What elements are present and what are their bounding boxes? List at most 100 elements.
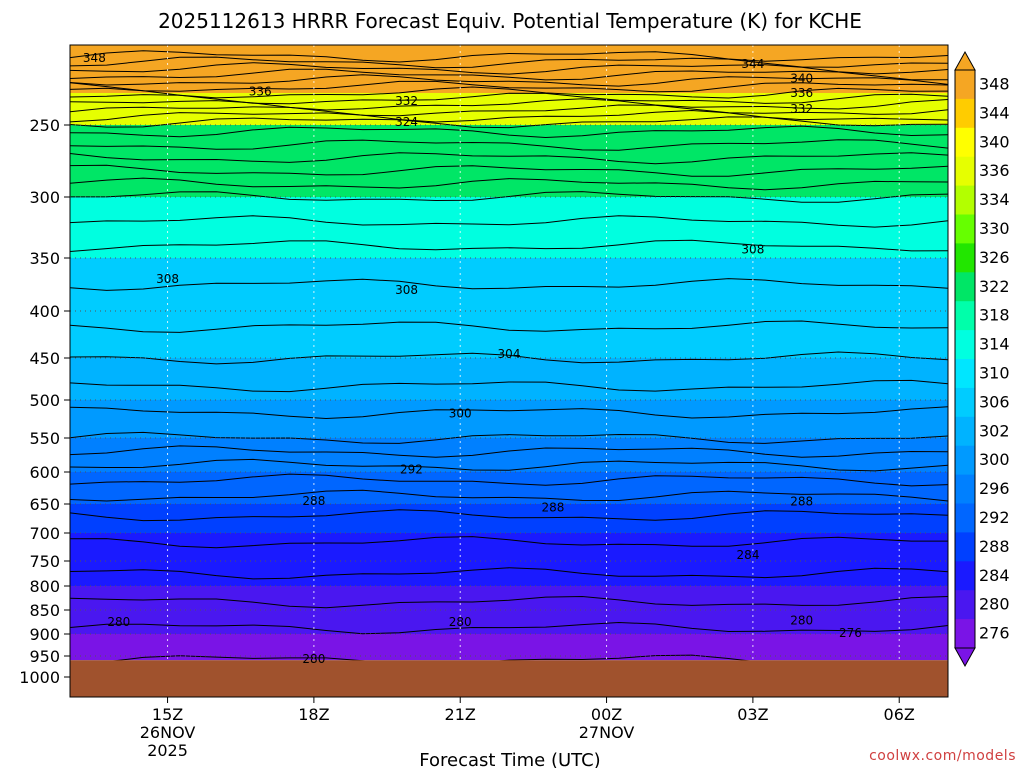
colorbar-segment (955, 445, 975, 476)
pressure-tick-label: 850 (29, 601, 60, 620)
theta-e-color-field (70, 45, 948, 661)
colorbar-label: 284 (979, 566, 1010, 585)
time-tick-label: 00Z (591, 705, 622, 724)
colorbar-segment (955, 301, 975, 331)
contour-line (70, 92, 948, 105)
pressure-tick-label: 950 (29, 647, 60, 666)
contour-label: 276 (839, 626, 862, 640)
contour-line (70, 80, 948, 93)
contour-label: 280 (302, 652, 325, 666)
colorbar-label: 276 (979, 624, 1010, 643)
contour-label: 280 (107, 615, 130, 629)
contour-line (70, 56, 948, 69)
contour-line (70, 109, 948, 123)
contour-line (70, 239, 948, 252)
colorbar-segment (955, 532, 975, 562)
contour-label: 288 (541, 500, 564, 514)
contour-label: 288 (302, 494, 325, 508)
contour-line (70, 50, 948, 63)
colorbar-label: 330 (979, 219, 1010, 238)
pressure-tick-label: 700 (29, 524, 60, 543)
contour-label: 348 (83, 51, 106, 65)
colorbar-segment (955, 214, 975, 244)
chart-title: 2025112613 HRRR Forecast Equiv. Potentia… (158, 9, 862, 33)
colorbar-segment (955, 272, 975, 302)
colorbar-segment (955, 359, 975, 389)
colorbar-label: 314 (979, 335, 1010, 354)
colorbar-segment (955, 70, 975, 100)
time-tick-label: 15Z (152, 705, 183, 724)
contour-line (70, 431, 948, 444)
colorbar-label: 344 (979, 103, 1010, 122)
pressure-tick-label: 250 (29, 116, 60, 135)
pressure-tick-label: 550 (29, 429, 60, 448)
contour-line (70, 152, 948, 165)
contour-line (70, 595, 948, 609)
pressure-tick-label: 500 (29, 391, 60, 410)
colorbar-label: 310 (979, 363, 1010, 382)
contour-label: 308 (156, 272, 179, 286)
contour-label: 280 (790, 614, 813, 628)
colorbar-segment (955, 243, 975, 273)
colorbar-segment (955, 330, 975, 360)
contour-label: 340 (790, 72, 813, 86)
contour-line (70, 139, 948, 151)
colorbar-label: 300 (979, 450, 1010, 469)
pressure-tick-label: 1000 (19, 668, 60, 687)
contour-line (70, 536, 948, 549)
contour-line (70, 68, 948, 81)
colorbar-label: 340 (979, 132, 1010, 151)
contour-label: 332 (395, 94, 418, 108)
contour-line (70, 621, 948, 635)
colorbar-label: 296 (979, 479, 1010, 498)
contour-line (70, 98, 948, 111)
contour-label: 304 (498, 347, 521, 361)
colorbar-segment (955, 619, 975, 649)
credit-text: coolwx.com/models (869, 748, 1016, 764)
contour-label: 332 (790, 102, 813, 116)
contour-line (70, 567, 948, 580)
colorbar-label: 288 (979, 537, 1010, 556)
pressure-tick-label: 400 (29, 302, 60, 321)
colorbar-segment (955, 503, 975, 533)
contour-label: 344 (741, 57, 764, 71)
contour-line (70, 473, 948, 487)
colorbar-segment (955, 561, 975, 591)
pressure-tick-label: 800 (29, 577, 60, 596)
contour-line (70, 191, 948, 203)
time-tick-label: 18Z (298, 705, 329, 724)
time-tick-label: 21Z (445, 705, 476, 724)
contour-line (70, 489, 948, 502)
year-tick-label: 2025 (147, 741, 188, 760)
contour-label: 324 (395, 115, 418, 129)
contour-line (70, 458, 948, 472)
contour-label: 292 (400, 462, 423, 476)
colorbar-label: 292 (979, 508, 1010, 527)
colorbar-label: 334 (979, 190, 1010, 209)
contour-line (70, 177, 948, 191)
colorbar-segment (955, 156, 975, 187)
colorbar-bottom-arrow (954, 647, 976, 668)
contour-label: 300 (449, 407, 472, 421)
contour-line (70, 86, 948, 99)
colorbar-segment (955, 474, 975, 504)
colorbar-frame (954, 69, 976, 649)
contour-line (70, 406, 948, 420)
contour-line (70, 509, 948, 522)
pressure-axis: 250 300 350 400 450 500 550 600 650 700 750 800 850 9… (19, 116, 70, 687)
colorbar-label: 318 (979, 306, 1010, 325)
date-tick-label: 26NOV (140, 723, 196, 742)
colorbar-segment (955, 98, 975, 129)
contour-line (70, 445, 948, 458)
time-tick-label: 06Z (884, 705, 915, 724)
contour-line (70, 215, 948, 228)
pressure-tick-label: 300 (29, 188, 60, 207)
pressure-tick-label: 450 (29, 349, 60, 368)
colorbar-label: 306 (979, 392, 1010, 411)
time-tick-label: 03Z (737, 705, 768, 724)
contour-line (70, 116, 948, 129)
contour-line (70, 164, 948, 177)
colorbar-top-arrow (954, 50, 976, 71)
